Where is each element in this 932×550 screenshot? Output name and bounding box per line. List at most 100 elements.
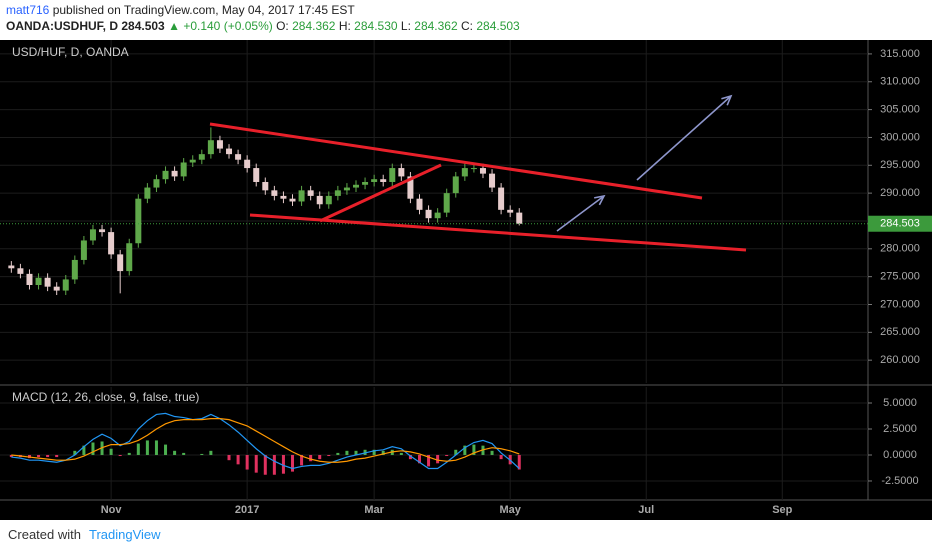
candle-body bbox=[71, 259, 78, 280]
histogram-bar bbox=[227, 454, 231, 461]
histogram-bar bbox=[345, 450, 349, 455]
candle-body bbox=[17, 268, 24, 274]
histogram-bar bbox=[445, 454, 449, 457]
y-tick-label: 305.000 bbox=[880, 104, 920, 116]
candle-body bbox=[425, 209, 432, 219]
author[interactable]: matt716 bbox=[6, 3, 50, 17]
histogram-bar bbox=[427, 454, 431, 467]
arrow-head bbox=[721, 94, 733, 106]
candle-body bbox=[126, 243, 133, 272]
y-tick-label: 290.000 bbox=[880, 187, 920, 199]
histogram-bar bbox=[454, 449, 458, 455]
histogram-bar bbox=[182, 452, 186, 455]
candle-body bbox=[470, 168, 477, 170]
candle-body bbox=[207, 140, 214, 155]
last-price-box bbox=[868, 215, 932, 232]
histogram-bar bbox=[327, 454, 331, 457]
histogram-bar bbox=[82, 445, 86, 455]
low: 284.362 bbox=[414, 19, 458, 33]
candle-body bbox=[507, 209, 514, 213]
published: published on TradingView.com, May 04, 20… bbox=[52, 3, 355, 17]
trend-line bbox=[209, 122, 703, 200]
ohlc-label: L: bbox=[400, 19, 411, 33]
trend-line bbox=[249, 213, 747, 252]
symbol: OANDA:USDHUF, D bbox=[6, 19, 118, 33]
y-tick-label: 300.000 bbox=[880, 131, 920, 143]
x-tick-label: Jul bbox=[638, 504, 654, 516]
candle-body bbox=[307, 190, 314, 196]
x-tick-label: May bbox=[499, 504, 521, 516]
candle-body bbox=[235, 154, 242, 160]
candle-body bbox=[226, 148, 233, 155]
candle-body bbox=[280, 195, 287, 199]
histogram-bar bbox=[408, 454, 412, 460]
candle-body bbox=[298, 190, 305, 202]
ohlc-label: O: bbox=[276, 19, 289, 33]
chart-body: Nov 2017 Mar May Jul Sep 260.000 265.000 270.000… bbox=[0, 40, 932, 516]
pane-title: USD/HUF, D, OANDA bbox=[12, 45, 129, 59]
histogram-bar bbox=[318, 454, 322, 460]
histogram-bar bbox=[281, 454, 285, 474]
macd-line bbox=[11, 412, 520, 470]
candle-body bbox=[389, 168, 396, 182]
y-tick-label: 5.0000 bbox=[883, 397, 917, 409]
candle-body bbox=[443, 193, 450, 213]
candle-body bbox=[407, 176, 414, 199]
histogram-bar bbox=[490, 450, 494, 455]
candle-body bbox=[89, 229, 96, 241]
candle-body bbox=[343, 187, 350, 191]
macd-line bbox=[11, 418, 520, 463]
x-tick-label: Sep bbox=[772, 504, 792, 516]
candle-body bbox=[135, 198, 142, 244]
candle-body bbox=[244, 159, 251, 169]
footer-text: Created with bbox=[8, 527, 81, 542]
histogram-bar bbox=[263, 454, 267, 475]
histogram-bar bbox=[499, 454, 503, 460]
candle-body bbox=[253, 168, 260, 182]
candle-body bbox=[516, 212, 523, 224]
y-tick-label: 275.000 bbox=[880, 271, 920, 283]
candle-body bbox=[144, 187, 151, 199]
candle-body bbox=[8, 265, 15, 269]
candle-body bbox=[180, 162, 187, 177]
histogram-bar bbox=[236, 454, 240, 465]
histogram-bar bbox=[37, 454, 41, 458]
candle-body bbox=[334, 190, 341, 196]
candle-body bbox=[53, 286, 60, 291]
brand[interactable]: TradingView bbox=[88, 527, 161, 542]
histogram-bar bbox=[9, 454, 13, 458]
candle-body bbox=[316, 195, 323, 205]
candle-body bbox=[434, 212, 441, 219]
histogram-bar bbox=[127, 452, 131, 455]
histogram-bar bbox=[291, 454, 295, 472]
histogram-bar bbox=[381, 450, 385, 455]
arrow bbox=[636, 95, 732, 181]
histogram-bar bbox=[399, 452, 403, 455]
histogram-bar bbox=[372, 449, 376, 455]
histogram-bar bbox=[145, 440, 149, 455]
candle-body bbox=[416, 198, 423, 210]
histogram-bar bbox=[109, 448, 113, 455]
high: 284.530 bbox=[354, 19, 398, 33]
candle-body bbox=[117, 254, 124, 272]
ohlc-label: C: bbox=[461, 19, 473, 33]
change-percent: (+0.05%) bbox=[223, 19, 273, 33]
y-tick-label: 280.000 bbox=[880, 243, 920, 255]
y-tick-label: 310.000 bbox=[880, 76, 920, 88]
candle-body bbox=[26, 273, 33, 285]
candle-body bbox=[153, 179, 160, 188]
y-tick-label: 270.000 bbox=[880, 298, 920, 310]
candle-body bbox=[371, 179, 378, 182]
histogram-bar bbox=[209, 450, 213, 455]
candle-body bbox=[80, 240, 87, 260]
open: 284.362 bbox=[292, 19, 336, 33]
histogram-bar bbox=[73, 450, 77, 455]
x-tick-label: 2017 bbox=[235, 504, 259, 516]
candle-body bbox=[289, 198, 296, 202]
candle-body bbox=[262, 181, 269, 191]
header-line-2: OANDA:USDHUF, D 284.503 ▲ +0.140 (+0.05%… bbox=[6, 18, 520, 34]
y-tick-label: 295.000 bbox=[880, 159, 920, 171]
histogram-bar bbox=[472, 444, 476, 455]
y-tick-label: 265.000 bbox=[880, 326, 920, 338]
